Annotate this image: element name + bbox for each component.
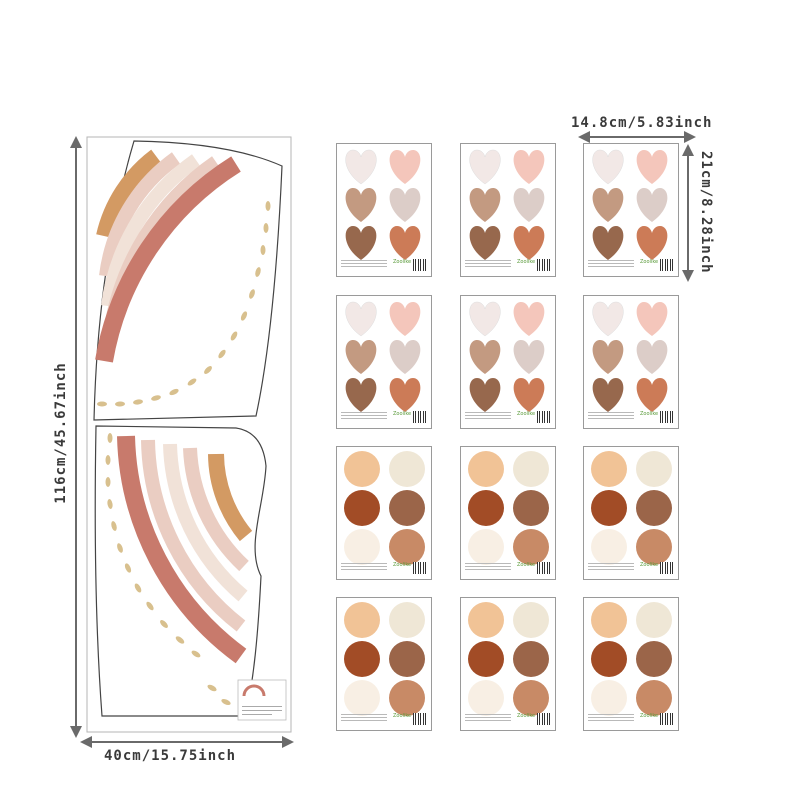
circle-dot-icon: [344, 602, 425, 716]
heart-icon: [345, 149, 421, 260]
circle-dot-icon: [468, 451, 549, 565]
circle-sticker-sheet: Zoolike: [460, 597, 556, 731]
heart-sticker-sheet: Zoolike: [460, 295, 556, 429]
circle-sticker-sheet: Zoolike: [336, 597, 432, 731]
dot-ring-top: [97, 201, 271, 407]
circle-sticker-sheet: Zoolike: [460, 446, 556, 580]
circle-dot-icon: [591, 602, 672, 716]
circle-dot-icon: [344, 451, 425, 565]
heart-sticker-sheet: Zoolike: [583, 295, 679, 429]
circle-sticker-sheet: Zoolike: [583, 597, 679, 731]
heart-icon: [592, 149, 668, 260]
heart-sticker-sheet: Zoolike: [583, 143, 679, 277]
heart-icon: [469, 149, 545, 260]
sheet-height-label: 21cm/8.28inch: [698, 151, 714, 274]
sheet-width-label: 14.8cm/5.83inch: [571, 115, 713, 131]
heart-sticker-sheet: Zoolike: [460, 143, 556, 277]
heart-icon: [592, 301, 668, 412]
panel-label: [237, 679, 287, 721]
rainbow-panel: [86, 136, 292, 733]
heart-sticker-sheet: Zoolike: [336, 143, 432, 277]
heart-sticker-sheet: Zoolike: [336, 295, 432, 429]
heart-icon: [469, 301, 545, 412]
circle-dot-icon: [591, 451, 672, 565]
circle-sticker-sheet: Zoolike: [583, 446, 679, 580]
panel-width-label: 40cm/15.75inch: [104, 748, 237, 764]
dot-ring-bottom: [105, 433, 231, 706]
circle-dot-icon: [468, 602, 549, 716]
heart-icon: [345, 301, 421, 412]
circle-sticker-sheet: Zoolike: [336, 446, 432, 580]
panel-height-label: 116cm/45.67inch: [53, 362, 69, 504]
